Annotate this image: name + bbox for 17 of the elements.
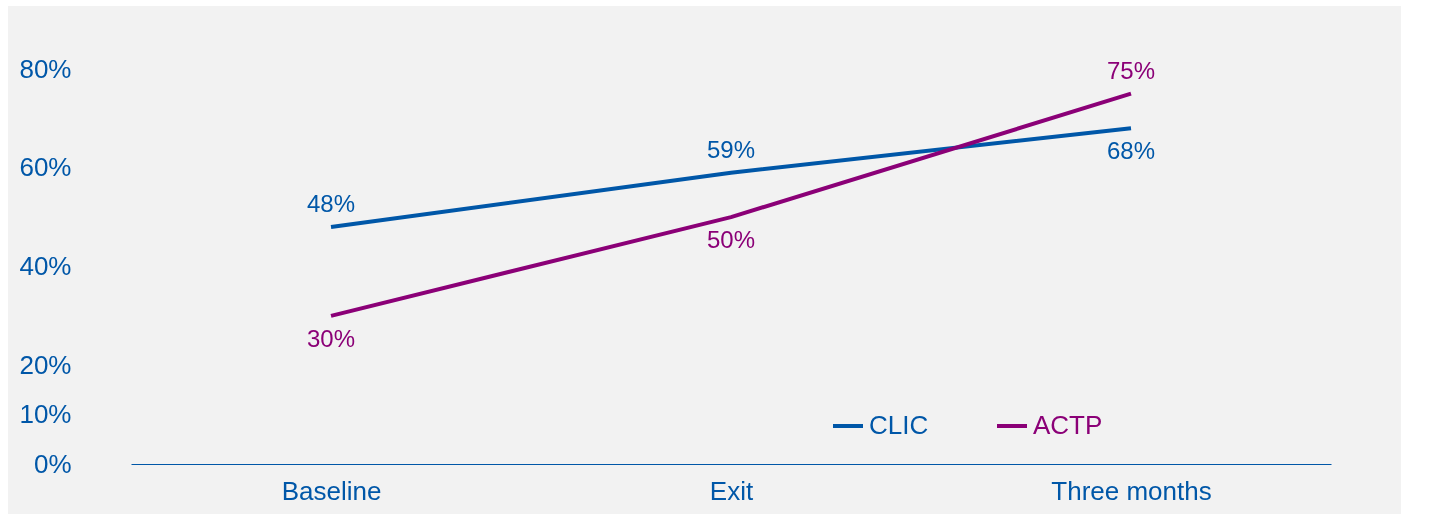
x-tick-label: Exit	[709, 475, 754, 506]
y-tick-label: 60%	[19, 152, 72, 183]
legend-label: ACTP	[1033, 410, 1103, 440]
data-label: 59%	[706, 135, 756, 163]
data-label: 68%	[1106, 137, 1156, 165]
x-tick-label: Baseline	[281, 475, 382, 506]
data-label: 30%	[306, 324, 356, 352]
y-tick-label: 10%	[19, 399, 72, 430]
y-tick-label: 20%	[19, 349, 72, 380]
data-label: 48%	[306, 190, 356, 217]
y-tick-label: 40%	[19, 251, 72, 281]
y-tick-label: 80%	[19, 53, 72, 84]
data-label: 50%	[706, 226, 756, 254]
data-label: 75%	[1106, 56, 1156, 84]
y-tick-label: 0%	[33, 448, 72, 479]
legend-label: CLIC	[869, 410, 929, 440]
x-tick-label: Three months	[1051, 475, 1212, 506]
